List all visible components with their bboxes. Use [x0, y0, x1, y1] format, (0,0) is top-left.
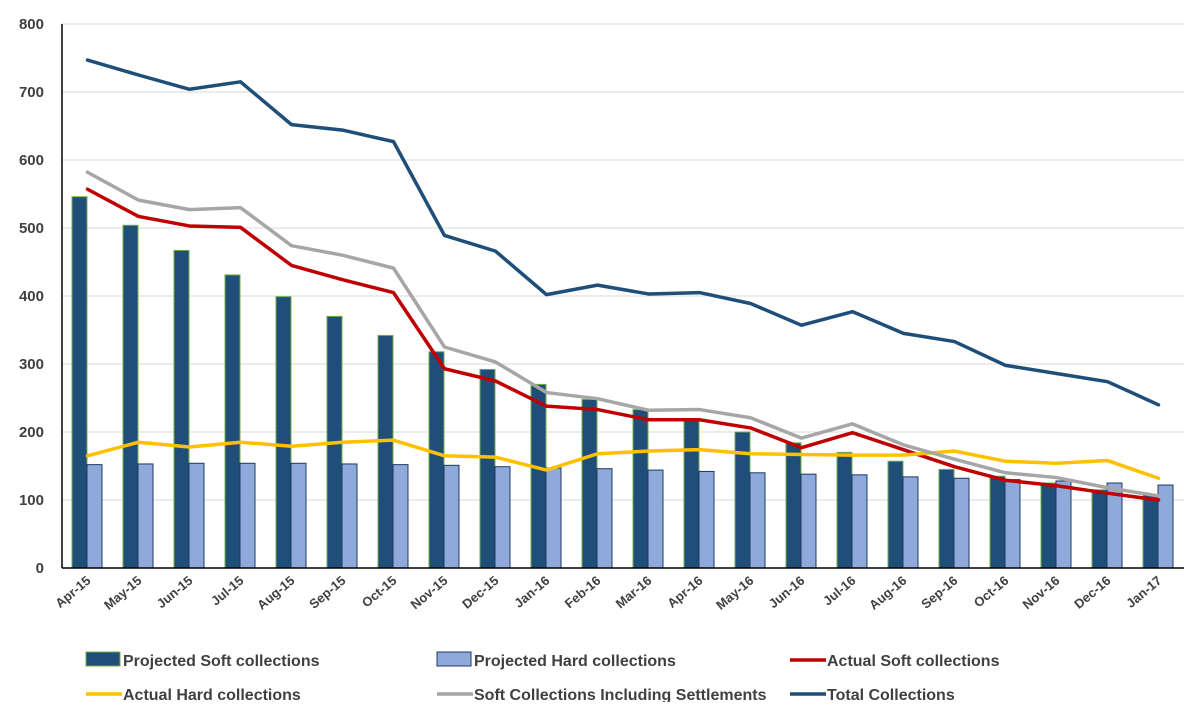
- bar: [71, 196, 88, 569]
- bar: [902, 476, 919, 569]
- x-tick-label: Dec-16: [1071, 573, 1113, 612]
- bar: [581, 398, 598, 569]
- bar: [1055, 480, 1072, 569]
- y-tick-label: 600: [19, 152, 44, 169]
- bar: [137, 463, 154, 569]
- bar: [443, 464, 460, 569]
- x-tick-label: May-16: [713, 573, 756, 613]
- bar: [1157, 484, 1174, 569]
- x-tick-label: Oct-15: [359, 573, 400, 611]
- x-tick-label: Apr-15: [52, 573, 93, 611]
- y-tick-label: 100: [19, 492, 44, 509]
- x-tick-label: Jul-15: [208, 573, 246, 609]
- bar: [749, 472, 766, 569]
- bar: [275, 296, 292, 569]
- y-tick-label: 700: [19, 84, 44, 101]
- y-tick-label: 400: [19, 288, 44, 305]
- bar: [173, 249, 190, 569]
- legend-swatch: [436, 651, 472, 667]
- x-tick-label: Jul-16: [820, 573, 858, 609]
- bar: [647, 469, 664, 569]
- x-tick-label: Mar-16: [613, 573, 655, 611]
- bar: [989, 475, 1006, 569]
- bar: [698, 470, 715, 569]
- x-tick-label: Aug-16: [866, 573, 909, 613]
- x-tick-label: Jun-15: [154, 573, 196, 611]
- legend-label: Projected Hard collections: [474, 653, 676, 670]
- series-line: [85, 58, 1161, 407]
- bar: [530, 383, 547, 569]
- y-tick-label: 0: [36, 560, 44, 577]
- y-tick-label: 300: [19, 356, 44, 373]
- legend-label: Soft Collections Including Settlements: [474, 687, 767, 702]
- legend-label: Actual Soft collections: [827, 653, 1000, 670]
- gridlines: [62, 23, 1184, 501]
- bar: [1091, 489, 1108, 569]
- x-tick-label: Jan-16: [511, 573, 552, 611]
- x-tick-label: Feb-16: [562, 573, 604, 611]
- x-tick-label: Jun-16: [766, 573, 808, 611]
- bar: [224, 274, 241, 569]
- series-line: [85, 170, 1161, 498]
- legend: Projected Soft collections Projected Hard…: [85, 651, 1000, 704]
- bar: [953, 477, 970, 569]
- bar: [392, 464, 409, 569]
- y-tick-label: 200: [19, 424, 44, 441]
- legend-label: Actual Hard collections: [123, 687, 301, 702]
- x-tick-label: Sep-16: [918, 573, 960, 612]
- bar: [800, 473, 817, 569]
- bar: [290, 462, 307, 569]
- legend-label: Projected Soft collections: [123, 653, 320, 670]
- x-tick-label: Aug-15: [254, 573, 297, 613]
- bar: [596, 468, 613, 569]
- bar: [887, 460, 904, 569]
- x-tick-label: Oct-16: [971, 573, 1012, 611]
- bar: [86, 464, 103, 569]
- bar: [122, 224, 139, 569]
- x-tick-label: Sep-15: [306, 573, 348, 612]
- bar: [1040, 482, 1057, 569]
- bar: [851, 474, 868, 569]
- bar: [188, 462, 205, 569]
- y-tick-label: 800: [19, 16, 44, 33]
- bar: [785, 442, 802, 569]
- bar: [632, 409, 649, 569]
- bar: [545, 467, 562, 569]
- x-tick-label: Nov-16: [1020, 573, 1063, 612]
- bar: [479, 368, 496, 569]
- bar: [377, 334, 394, 569]
- x-tick-label: Nov-15: [408, 573, 451, 612]
- bar: [239, 462, 256, 569]
- legend-label: Total Collections: [827, 687, 955, 702]
- x-tick-label: Jan-17: [1123, 573, 1164, 611]
- series-line: [85, 187, 1161, 502]
- x-tick-label: May-15: [101, 573, 144, 613]
- bar: [341, 463, 358, 569]
- y-tick-label: 500: [19, 220, 44, 237]
- bar: [1142, 494, 1159, 569]
- line-series: [85, 58, 1161, 502]
- bar: [1004, 479, 1021, 569]
- x-tick-label: Apr-16: [664, 573, 705, 611]
- x-tick-label: Dec-15: [459, 573, 501, 612]
- bar: [494, 466, 511, 569]
- bar: [683, 419, 700, 569]
- series-line: [85, 438, 1161, 480]
- bar: [836, 451, 853, 569]
- bar: [938, 468, 955, 569]
- bar: [428, 351, 445, 569]
- bar-series: [71, 196, 1174, 569]
- legend-swatch: [85, 651, 121, 667]
